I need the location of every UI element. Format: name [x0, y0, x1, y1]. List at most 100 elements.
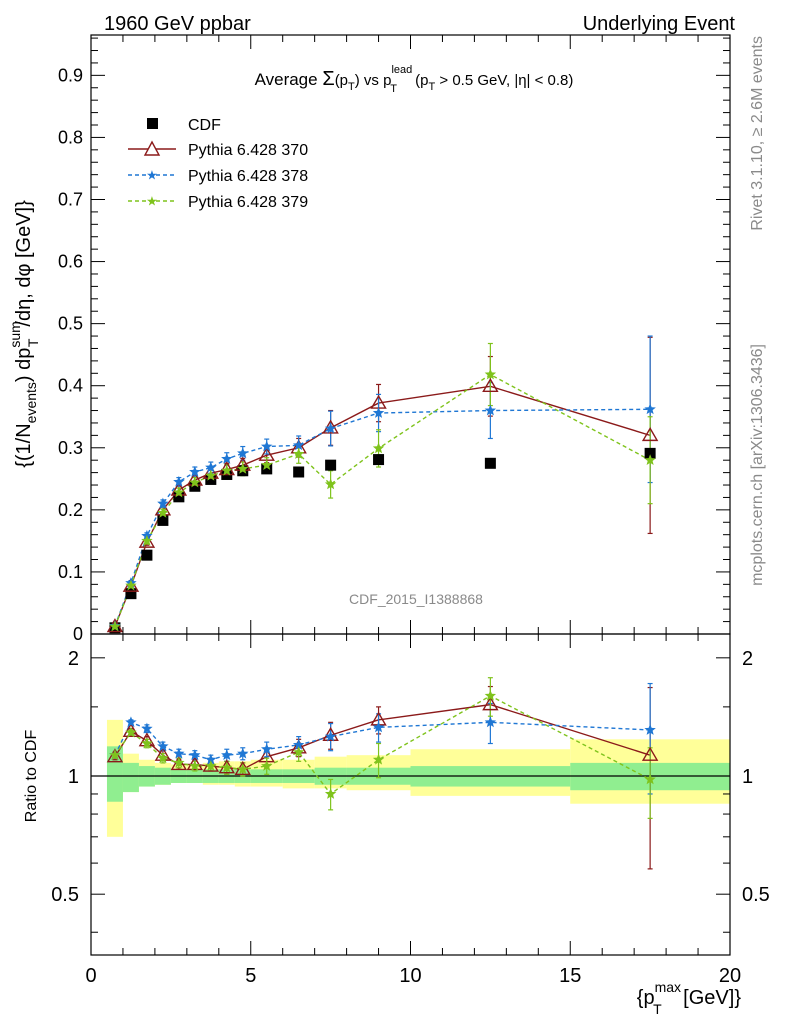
ratio-y-axis-label: Ratio to CDF [23, 730, 40, 823]
ratio-star-point [324, 730, 337, 742]
mc-star-point [372, 442, 385, 454]
main-ytick-label: 0.2 [58, 500, 83, 520]
ratio-370-point [482, 696, 499, 711]
source-label: mcplots.cern.ch [arXiv:1306.3436] [749, 344, 766, 586]
mc-star-point [372, 407, 385, 418]
legend-label-370: Pythia 6.428 370 [188, 142, 308, 159]
main-ytick-label: 0.1 [58, 562, 83, 582]
cdf-data-point [205, 473, 217, 485]
mc-star-point [125, 579, 137, 591]
ratio-star-point [141, 737, 153, 749]
ratio-star-point [372, 753, 385, 765]
x-tick-label: 10 [399, 965, 421, 987]
main-series-line [114, 373, 651, 627]
ratio-ytick-label-right: 2 [742, 648, 753, 670]
mc-star-point [189, 465, 201, 477]
mc-star-point [205, 461, 217, 473]
main-y-axis-label: {(1/Nevents) dpsum T/dη, dφ [GeV]} [7, 200, 41, 468]
ratio-370-point [641, 746, 659, 761]
legend-370-marker [143, 140, 161, 156]
legend-cdf-marker [147, 118, 158, 129]
x-tick-label: 15 [559, 965, 581, 987]
main-ticks: 0 0.1 0.2 0.3 0.4 0.5 0.6 0.7 0.8 0.9 [58, 35, 731, 644]
ratio-370-point [186, 756, 204, 771]
cdf-data-point [173, 491, 185, 503]
ratio-star-point [221, 749, 233, 761]
mc-star-point [221, 464, 233, 476]
main-ytick-label: 0.3 [58, 438, 83, 458]
ratio-star-point [292, 746, 305, 758]
ratio-star-point [189, 749, 201, 761]
ratio-star-point [173, 747, 185, 759]
mc-star-point [141, 534, 153, 546]
ratio-star-point [237, 763, 249, 775]
mc-370-point [138, 533, 156, 548]
ratio-star-point [189, 760, 201, 771]
cdf-data-point [189, 480, 201, 492]
legend-label-379: Pythia 6.428 379 [188, 194, 308, 211]
ratio-star-point [261, 760, 273, 771]
ratio-star-point [324, 787, 337, 799]
legend-label-378: Pythia 6.428 378 [188, 168, 308, 185]
mc-star-point [644, 454, 656, 466]
mc-star-point [205, 469, 217, 481]
ratio-star-point [484, 689, 497, 701]
analysis-watermark: CDF_2015_I1388868 [349, 591, 483, 607]
ratio-star-point [157, 752, 169, 764]
ratio-bands [91, 719, 730, 837]
rivet-label: Rivet 3.1.10, ≥ 2.6M events [749, 36, 766, 231]
ratio-panel: 0.5 0.51 12 20 5 10 15 20 [51, 633, 770, 987]
cdf-data-point [325, 459, 337, 471]
cdf-data-point [644, 447, 656, 459]
ratio-star-point [109, 749, 121, 761]
analysis-label: Underlying Event [583, 13, 736, 35]
ratio-star-point [372, 721, 385, 733]
ratio-star-point [141, 722, 153, 734]
mc-star-point [324, 478, 337, 490]
main-ytick-label: 0.7 [58, 189, 83, 209]
ratio-star-point [125, 716, 137, 728]
legend-379-marker: ★ [146, 195, 158, 210]
x-tick-label: 20 [719, 965, 741, 987]
legend: CDF Pythia 6.428 370 ★ Pythia 6.428 378 … [128, 117, 308, 211]
stat-uncertainty-band [122, 762, 139, 793]
ratio-star-point [261, 743, 273, 755]
main-panel: 0 0.1 0.2 0.3 0.4 0.5 0.6 0.7 0.8 0.9 [58, 34, 731, 644]
cdf-data-point [484, 457, 496, 469]
ratio-star-point [173, 756, 185, 768]
mc-star-point [157, 506, 169, 518]
ratio-370-point [122, 722, 140, 737]
mc-star-point [109, 620, 121, 632]
ratio-star-point [292, 738, 305, 750]
cdf-data-point [125, 588, 137, 600]
mc-star-point [189, 476, 201, 488]
cdf-data-point [261, 463, 273, 475]
main-series [106, 335, 659, 634]
mc-star-point [261, 440, 273, 452]
ratio-star-point [644, 723, 656, 735]
mc-star-point [157, 497, 169, 509]
mc-star-point [484, 404, 497, 416]
main-ytick-label: 0.8 [58, 127, 83, 147]
mc-star-point [173, 475, 185, 487]
mc-star-point [644, 403, 656, 415]
main-frame [90, 34, 731, 635]
mc-star-point [237, 447, 249, 459]
ratio-ytick-label-right: 0.5 [742, 884, 770, 906]
mc-star-point [484, 368, 497, 380]
ratio-series [106, 677, 659, 870]
cdf-data-point [157, 514, 169, 526]
main-ytick-label: 0.5 [58, 314, 83, 334]
ratio-star-point [644, 773, 656, 785]
chart-title: Average Σ(pT) vs plead T (pT > 0.5 GeV, |… [255, 64, 574, 95]
ratio-370-point [106, 748, 124, 763]
mc-star-point [292, 439, 305, 451]
legend-378-marker: ★ [146, 169, 158, 184]
ratio-370-point [322, 726, 339, 741]
main-ytick-label: 0.4 [58, 376, 83, 396]
energy-label: 1960 GeV ppbar [104, 13, 251, 35]
mc-star-point [292, 447, 305, 459]
ratio-star-point [221, 761, 233, 773]
ratio-ticks: 0.5 0.51 12 20 5 10 15 20 [51, 634, 770, 987]
